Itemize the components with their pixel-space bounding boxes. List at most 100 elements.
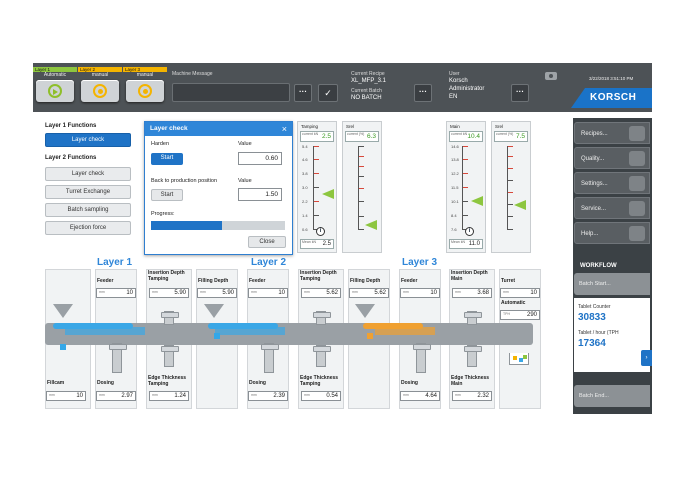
automatic-field[interactable]: TPH 290 — [500, 310, 540, 320]
l2-dosing-field[interactable]: mm 2.39 — [248, 391, 288, 401]
turret-exchange-button[interactable]: Turret Exchange — [45, 185, 131, 199]
layer1-status: Layer 1 — [33, 67, 77, 72]
user-name: Korsch — [449, 78, 468, 84]
l3-dosing-field[interactable]: mm 4.64 — [400, 391, 440, 401]
progress-fill — [151, 221, 223, 230]
srel2-title: Srel — [495, 124, 504, 129]
tablet-counter-value: 30833 — [578, 312, 606, 323]
layer2-check-button[interactable]: Layer check — [45, 167, 131, 181]
turret-field[interactable]: mm 10 — [500, 288, 540, 298]
service-button[interactable]: Service... — [574, 197, 650, 219]
layer1-mode-button[interactable] — [36, 80, 74, 102]
l3-edge-label: Edge Thickness Main — [451, 375, 490, 387]
l1-edge-label: Edge Thickness Tamping — [148, 375, 187, 387]
l2-lower-punch-icon — [261, 343, 279, 373]
back-start-button[interactable]: Start — [151, 189, 183, 201]
batch-label: Current Batch — [351, 88, 382, 94]
fill-funnel-2-icon — [204, 304, 224, 318]
turret-label: Turret — [501, 278, 516, 284]
l2-feeder-label: Feeder — [249, 278, 266, 284]
harden-start-button[interactable]: Start — [151, 153, 183, 165]
l3-feeder-field[interactable]: mm 10 — [400, 288, 440, 298]
tamping-current: current kN 2.5 — [300, 131, 334, 142]
recipes-button[interactable]: Recipes... — [574, 122, 650, 144]
l3-ins-field[interactable]: mm 3.68 — [452, 288, 492, 298]
play-icon — [48, 84, 62, 98]
layer-check-dialog: Layer check × Harden Value Start 0.60 Ba… — [144, 121, 293, 255]
back-production-label: Back to production position — [151, 178, 218, 184]
info-icon[interactable]: i — [465, 227, 474, 236]
automatic-label: Automatic — [501, 300, 526, 306]
l1-edge-field[interactable]: mm 1.24 — [149, 391, 189, 401]
main-indicator — [471, 196, 483, 206]
machine-message-label: Machine Message — [172, 71, 213, 77]
main-mean: Mean kN 11.0 — [449, 239, 483, 249]
main-scale: 14.6 13.8 12.2 11.5 10.1 8.4 7.6 — [451, 144, 468, 232]
layer2-title: Layer 2 — [251, 257, 287, 268]
batch-start-button[interactable]: Batch Start... — [574, 273, 650, 295]
l3-feeder-label: Feeder — [401, 278, 418, 284]
layer3-title: Layer 3 — [402, 257, 438, 268]
user-more-button[interactable]: ··· — [511, 84, 529, 102]
message-more-button[interactable]: ··· — [294, 84, 312, 102]
l1-ins-field[interactable]: mm 5.90 — [149, 288, 189, 298]
l3-edge-field[interactable]: mm 2.32 — [452, 391, 492, 401]
fillcam-field[interactable]: mm 10 — [46, 391, 86, 401]
l1-fill-field[interactable]: mm 5.90 — [197, 288, 237, 298]
layer2-mode: manual — [91, 72, 109, 78]
acknowledge-button[interactable]: ✓ — [318, 84, 338, 102]
l3-ins-label: Insertion Depth Main — [451, 270, 488, 282]
side-tab-icon[interactable]: › — [641, 350, 652, 366]
srel1-scale — [358, 146, 364, 230]
l2-ins-label: Insertion Depth Tamping — [300, 270, 337, 282]
dialog-close-button[interactable]: Close — [248, 236, 286, 248]
settings-button[interactable]: Settings... — [574, 172, 650, 194]
recipe-more-button[interactable]: ··· — [414, 84, 432, 102]
quality-button[interactable]: Quality... — [574, 147, 650, 169]
harden-value-field[interactable]: 0.60 — [238, 152, 282, 165]
layer1-check-button[interactable]: Layer check — [45, 133, 131, 147]
tablets-hour-label: Tablet / hour (TPH — [578, 330, 619, 336]
batch-end-button[interactable]: Batch End... — [574, 385, 650, 407]
fill-funnel-3-icon — [355, 304, 375, 318]
close-icon[interactable]: × — [281, 124, 287, 134]
fill-indicator — [367, 333, 373, 339]
help-button[interactable]: Help... — [574, 222, 650, 244]
main-current: current kN 10.4 — [449, 131, 483, 142]
l2-lower-tamp-icon — [313, 345, 331, 367]
l2-feeder-field[interactable]: mm 10 — [248, 288, 288, 298]
l3-upper-punch-icon — [464, 311, 482, 325]
korsch-logo: KORSCH — [571, 88, 652, 108]
l1-feeder-field[interactable]: mm 10 — [96, 288, 136, 298]
tamping-indicator — [322, 189, 334, 199]
layer3-mode: manual — [136, 72, 154, 78]
camera-icon[interactable] — [545, 72, 557, 80]
fill-indicator — [214, 333, 220, 339]
tamping-scale: 5.4 4.6 3.8 3.0 2.2 1.4 0.6 — [302, 144, 319, 232]
srel2-indicator — [514, 200, 526, 210]
batch-sampling-button[interactable]: Batch sampling — [45, 203, 131, 217]
l3-lower-punch-icon — [413, 343, 431, 373]
layer1-mode: Automatic — [43, 72, 67, 78]
right-panel: Recipes... Quality... Settings... Servic… — [573, 118, 652, 414]
l2-edge-field[interactable]: mm 0.54 — [301, 391, 341, 401]
layer3-status: Layer 3 — [123, 67, 167, 72]
recipe-value: XL_MFP_3.1 — [351, 78, 387, 84]
layer2-functions-title: Layer 2 Functions — [45, 155, 97, 161]
diamond-icon — [629, 151, 645, 166]
user-label: User — [449, 71, 460, 77]
info-icon[interactable]: i — [316, 227, 325, 236]
dialog-title: Layer check — [145, 122, 292, 136]
layer3-mode-button[interactable] — [126, 80, 164, 102]
back-value-field[interactable]: 1.50 — [238, 188, 282, 201]
l2-ins-field[interactable]: mm 5.62 — [301, 288, 341, 298]
l1-dosing-field[interactable]: mm 2.97 — [96, 391, 136, 401]
layer2-mode-button[interactable] — [81, 80, 119, 102]
srel-gauge-2: Srel current (%) 7.5 — [491, 121, 531, 253]
l2-fill-field[interactable]: mm 5.62 — [349, 288, 389, 298]
fillcam-label: Fillcam — [47, 380, 65, 386]
l2-dosing-label: Dosing — [249, 380, 266, 386]
tamping-mean: Mean kN 2.5 — [300, 239, 334, 249]
ejection-force-button[interactable]: Ejection force — [45, 221, 131, 235]
layer1-title: Layer 1 — [97, 257, 133, 268]
